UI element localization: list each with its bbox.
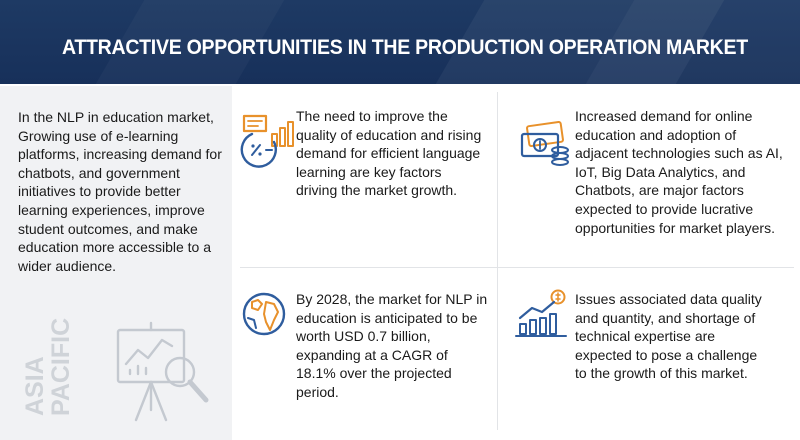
growth-bar-chart-icon [515,289,567,337]
top-left-insight-text: The need to improve the quality of educa… [296,108,482,199]
bottom-left-insight-text: By 2028, the market for NLP in education… [296,291,488,400]
region-label-line2: PACIFIC [47,317,75,416]
globe-icon [242,292,286,336]
presentation-board-magnifier-icon [116,321,209,422]
bottom-right-insight-text: Issues associated data quality and quant… [575,291,762,382]
left-summary-panel: In the NLP in education market, Growing … [0,86,232,440]
region-label: ASIA PACIFIC [21,317,75,416]
header-banner: ATTRACTIVE OPPORTUNITIES IN THE PRODUCTI… [0,0,800,84]
top-right-insight-text: Increased demand for online education an… [575,108,783,236]
region-label-line1: ASIA [21,356,49,416]
education-chart-icon [240,114,294,168]
summary-text: In the NLP in education market, Growing … [18,109,222,274]
page-title: ATTRACTIVE OPPORTUNITIES IN THE PRODUCTI… [62,36,748,59]
horizontal-divider [240,267,794,268]
vertical-divider [497,92,498,430]
money-coins-icon [520,120,569,166]
